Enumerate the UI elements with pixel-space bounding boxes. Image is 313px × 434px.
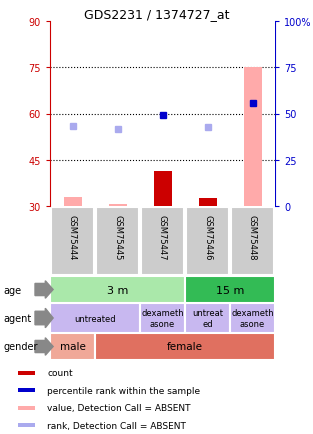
Text: percentile rank within the sample: percentile rank within the sample (47, 386, 200, 395)
Text: dexameth
asone: dexameth asone (141, 309, 184, 328)
Bar (198, 199, 217, 207)
Text: GSM75444: GSM75444 (68, 215, 77, 260)
Bar (50, 303, 140, 333)
Bar (244, 68, 261, 207)
Bar (109, 205, 126, 207)
Bar (140, 303, 185, 333)
Text: 3 m: 3 m (107, 285, 128, 295)
Bar (51, 208, 94, 275)
Text: 15 m: 15 m (216, 285, 244, 295)
Bar (231, 208, 274, 275)
Text: GSM75447: GSM75447 (158, 215, 167, 260)
Text: untreat
ed: untreat ed (192, 309, 223, 328)
Bar (64, 197, 81, 207)
Bar (185, 276, 275, 303)
Bar (18, 406, 35, 410)
Text: agent: agent (3, 313, 31, 323)
Text: GSM75445: GSM75445 (113, 215, 122, 260)
Bar (230, 303, 275, 333)
Text: gender: gender (3, 342, 38, 352)
Bar (18, 371, 35, 375)
Bar (141, 208, 184, 275)
Text: untreated: untreated (74, 314, 116, 323)
Bar (18, 423, 35, 427)
Text: value, Detection Call = ABSENT: value, Detection Call = ABSENT (47, 403, 191, 412)
Bar (18, 388, 35, 392)
Text: dexameth
asone: dexameth asone (231, 309, 274, 328)
Bar (185, 303, 230, 333)
Bar (96, 208, 139, 275)
Bar (50, 276, 185, 303)
Text: age: age (3, 285, 21, 295)
Text: rank, Detection Call = ABSENT: rank, Detection Call = ABSENT (47, 421, 186, 430)
Text: GSM75448: GSM75448 (248, 215, 257, 260)
Text: count: count (47, 368, 73, 378)
Text: GSM75446: GSM75446 (203, 215, 212, 260)
Text: GDS2231 / 1374727_at: GDS2231 / 1374727_at (84, 8, 229, 21)
Bar (50, 333, 95, 360)
Text: female: female (167, 342, 203, 352)
Bar (95, 333, 275, 360)
Bar (153, 171, 172, 207)
Text: male: male (59, 342, 85, 352)
Bar (186, 208, 229, 275)
